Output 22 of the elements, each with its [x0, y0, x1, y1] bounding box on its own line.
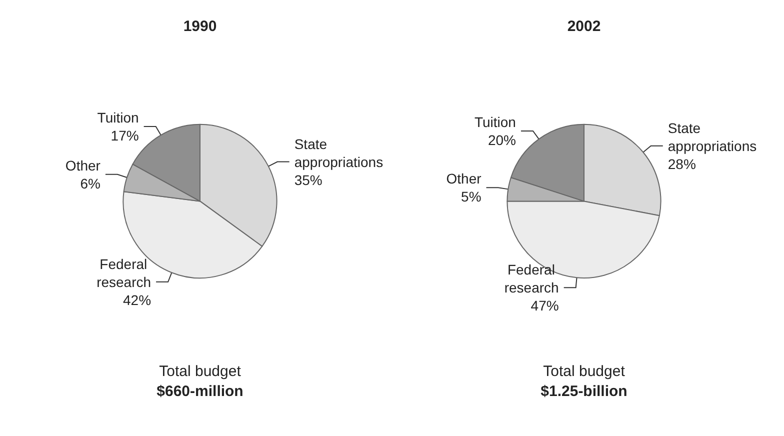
data-label: 17%: [110, 127, 139, 144]
data-label: 35%: [294, 172, 322, 188]
chart-title: 2002: [567, 18, 601, 35]
data-label: 47%: [530, 298, 559, 314]
data-label: 20%: [488, 132, 516, 148]
text: Total budget: [159, 363, 242, 380]
slice-label: Other: [65, 157, 101, 174]
slice-label: Federal research: [504, 262, 559, 296]
data-label: 6%: [80, 175, 100, 192]
slice-label: Tuition: [474, 114, 516, 130]
slice-label: Tuition: [97, 109, 139, 126]
chart-title: 1990: [183, 18, 217, 35]
slice-label: Federal research: [96, 256, 152, 290]
text: $660-million: [156, 383, 244, 400]
slice-label: State appropriations: [294, 136, 384, 170]
data-label: 28%: [668, 156, 696, 172]
data-label: 5%: [461, 188, 482, 205]
slice-label: State appropriations: [668, 120, 757, 154]
text: Total budget: [543, 363, 626, 380]
data-label: 42%: [123, 292, 152, 308]
text: $1.25-billion: [540, 383, 628, 400]
slice-label: Other: [446, 170, 482, 187]
